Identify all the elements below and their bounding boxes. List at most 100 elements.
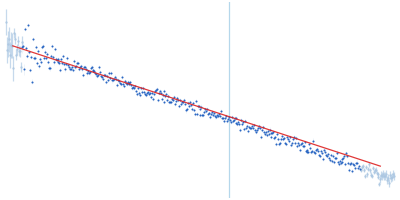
Point (109, 79, 115, 82)
Point (179, 100, 185, 103)
Point (364, 173, 370, 176)
Point (222, 115, 229, 118)
Point (361, 168, 367, 172)
Point (50, 56, 56, 59)
Point (325, 153, 331, 156)
Point (201, 110, 208, 114)
Point (272, 136, 278, 139)
Point (316, 153, 322, 156)
Point (381, 175, 388, 178)
Point (283, 143, 289, 146)
Point (116, 80, 122, 83)
Point (22, 27, 29, 30)
Point (213, 115, 219, 118)
Point (302, 149, 309, 153)
Point (135, 86, 142, 89)
Point (37, 57, 43, 60)
Point (339, 157, 346, 161)
Point (280, 138, 286, 141)
Point (58, 57, 65, 61)
Point (173, 100, 179, 103)
Point (7, 53, 13, 57)
Point (276, 143, 282, 146)
Point (359, 166, 365, 169)
Point (123, 83, 130, 86)
Point (382, 174, 388, 177)
Point (131, 87, 138, 90)
Point (198, 105, 205, 108)
Point (129, 86, 136, 90)
Point (349, 170, 356, 173)
Point (38, 61, 44, 64)
Point (150, 97, 156, 100)
Point (55, 60, 62, 63)
Point (250, 126, 256, 129)
Point (377, 178, 384, 181)
Point (264, 133, 270, 136)
Point (334, 160, 341, 164)
Point (30, 38, 36, 41)
Point (245, 129, 251, 132)
Point (120, 82, 126, 85)
Point (200, 113, 207, 116)
Point (312, 151, 318, 155)
Point (154, 87, 160, 90)
Point (205, 112, 212, 115)
Point (178, 103, 184, 106)
Point (258, 135, 264, 138)
Point (222, 116, 228, 120)
Point (320, 157, 326, 160)
Point (373, 172, 380, 175)
Point (330, 160, 337, 163)
Point (169, 97, 176, 101)
Point (355, 166, 361, 169)
Point (14, 39, 21, 43)
Point (254, 128, 260, 131)
Point (375, 175, 382, 178)
Point (156, 90, 163, 93)
Point (183, 109, 189, 112)
Point (59, 61, 66, 64)
Point (298, 141, 305, 144)
Point (357, 167, 363, 171)
Point (317, 154, 323, 158)
Point (139, 90, 145, 93)
Point (248, 126, 254, 130)
Point (14, 48, 20, 51)
Point (240, 121, 246, 124)
Point (354, 161, 360, 164)
Point (171, 96, 178, 99)
Point (181, 98, 187, 101)
Point (42, 50, 48, 53)
Point (304, 148, 311, 151)
Point (8, 44, 15, 47)
Point (61, 63, 68, 66)
Point (360, 165, 366, 168)
Point (97, 71, 104, 74)
Point (195, 104, 202, 107)
Point (368, 174, 375, 177)
Point (318, 149, 324, 152)
Point (209, 110, 215, 113)
Point (118, 75, 125, 78)
Point (219, 116, 225, 119)
Point (137, 93, 143, 96)
Point (332, 156, 338, 159)
Point (10, 67, 16, 70)
Point (28, 56, 34, 59)
Point (215, 115, 221, 118)
Point (111, 77, 117, 80)
Point (100, 77, 106, 80)
Point (93, 72, 100, 76)
Point (16, 50, 22, 53)
Point (168, 100, 174, 104)
Point (24, 54, 30, 57)
Point (194, 105, 201, 108)
Point (362, 174, 368, 177)
Point (25, 23, 32, 27)
Point (224, 118, 231, 121)
Point (164, 99, 171, 102)
Point (44, 60, 51, 63)
Point (73, 65, 79, 68)
Point (72, 66, 78, 69)
